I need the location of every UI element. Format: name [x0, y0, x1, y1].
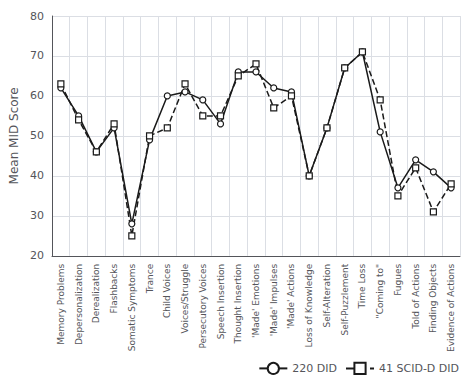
svg-text:30: 30: [30, 209, 44, 222]
svg-text:220 DID: 220 DID: [292, 362, 337, 375]
svg-text:Time Loss: Time Loss: [357, 263, 367, 309]
svg-text:Told of Actions: Told of Actions: [411, 263, 421, 329]
svg-text:Somatic Symptoms: Somatic Symptoms: [127, 263, 137, 351]
svg-text:"Coming to": "Coming to": [375, 264, 385, 319]
svg-text:40: 40: [30, 169, 44, 182]
svg-text:70: 70: [30, 49, 44, 62]
svg-text:Memory Problems: Memory Problems: [56, 263, 66, 344]
svg-text:Evidence of Actions: Evidence of Actions: [446, 263, 456, 352]
svg-text:'Made' Actions: 'Made' Actions: [286, 263, 296, 329]
svg-text:Persecutory Voices: Persecutory Voices: [198, 263, 208, 348]
svg-text:Thought Insertion: Thought Insertion: [233, 264, 243, 345]
svg-text:'Made' Emotions: 'Made' Emotions: [251, 263, 261, 338]
svg-text:Voices/Struggle: Voices/Struggle: [180, 263, 190, 333]
svg-text:Mean MID Score: Mean MID Score: [7, 87, 21, 184]
svg-text:Depersonalization: Depersonalization: [74, 264, 84, 345]
svg-text:60: 60: [30, 89, 44, 102]
svg-text:41 SCID-D DID: 41 SCID-D DID: [379, 362, 459, 375]
svg-text:'Made' Impulses: 'Made' Impulses: [269, 263, 279, 336]
svg-text:Self-Alteration: Self-Alteration: [322, 264, 332, 328]
svg-text:20: 20: [30, 249, 44, 262]
svg-text:Loss of Knowledge: Loss of Knowledge: [304, 263, 314, 347]
svg-text:Flashbacks: Flashbacks: [109, 263, 119, 313]
svg-text:80: 80: [30, 10, 44, 23]
svg-text:Self-Puzzlement: Self-Puzzlement: [340, 263, 350, 335]
svg-text:Child Voices: Child Voices: [162, 263, 172, 318]
svg-text:Finding Objects: Finding Objects: [428, 263, 438, 333]
svg-text:Fugues: Fugues: [393, 263, 403, 295]
svg-text:Speech Insertion: Speech Insertion: [216, 264, 226, 340]
svg-text:Derealization: Derealization: [91, 264, 101, 324]
svg-text:50: 50: [30, 129, 44, 142]
svg-text:Trance: Trance: [145, 263, 155, 294]
